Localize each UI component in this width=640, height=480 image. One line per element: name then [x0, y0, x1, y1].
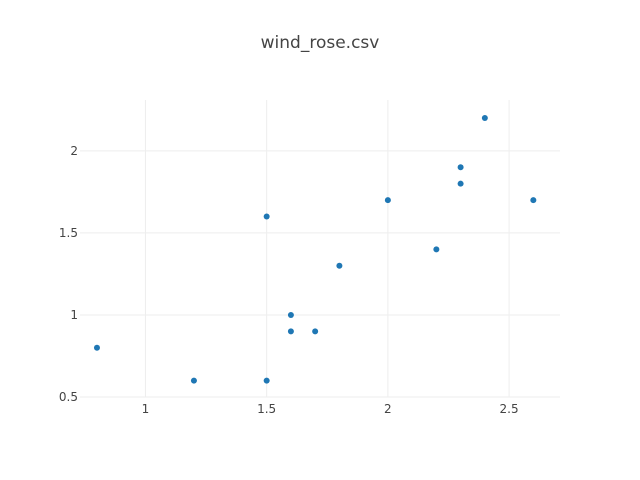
chart-title: wind_rose.csv [260, 33, 380, 53]
data-point[interactable] [190, 377, 197, 384]
data-points [93, 115, 537, 384]
data-point[interactable] [481, 115, 488, 122]
y-tick-label: 0.5 [59, 390, 78, 404]
data-point[interactable] [384, 197, 391, 204]
data-point[interactable] [287, 328, 294, 335]
x-tick-label: 1 [142, 402, 150, 416]
data-point[interactable] [457, 164, 464, 171]
data-point[interactable] [336, 262, 343, 269]
x-grid [144, 100, 510, 397]
y-tick-label: 2 [70, 144, 78, 158]
y-grid [80, 150, 560, 398]
y-tick-labels: 0.5 1 1.5 2 [59, 144, 78, 404]
x-tick-label: 2.5 [500, 402, 519, 416]
x-tick-label: 2 [384, 402, 392, 416]
x-tick-labels: 1 1.5 2 2.5 [142, 402, 519, 416]
data-point[interactable] [287, 311, 294, 318]
data-point[interactable] [312, 328, 319, 335]
data-point[interactable] [457, 180, 464, 187]
data-point[interactable] [263, 213, 270, 220]
x-tick-label: 1.5 [257, 402, 276, 416]
y-tick-label: 1 [70, 308, 78, 322]
y-tick-label: 1.5 [59, 226, 78, 240]
data-point[interactable] [433, 246, 440, 253]
data-point[interactable] [530, 197, 537, 204]
data-point[interactable] [263, 377, 270, 384]
data-point[interactable] [93, 344, 100, 351]
